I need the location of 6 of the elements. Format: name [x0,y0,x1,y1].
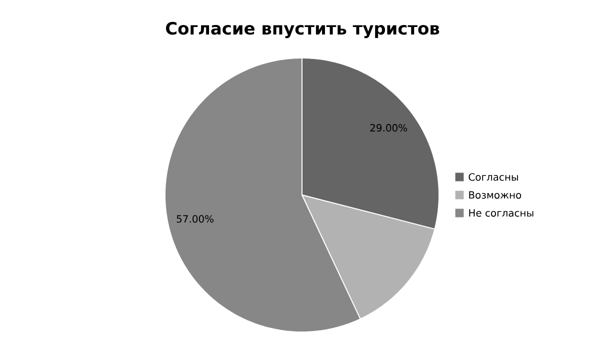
chart-title: Согласие впустить туристов [166,22,440,38]
legend-label: Согласны [468,173,518,181]
data-label: 57.00% [176,215,214,223]
data-label: 29.00% [370,124,408,132]
legend-label: Возможно [469,191,522,199]
legend-label: Не согласны [469,209,534,217]
